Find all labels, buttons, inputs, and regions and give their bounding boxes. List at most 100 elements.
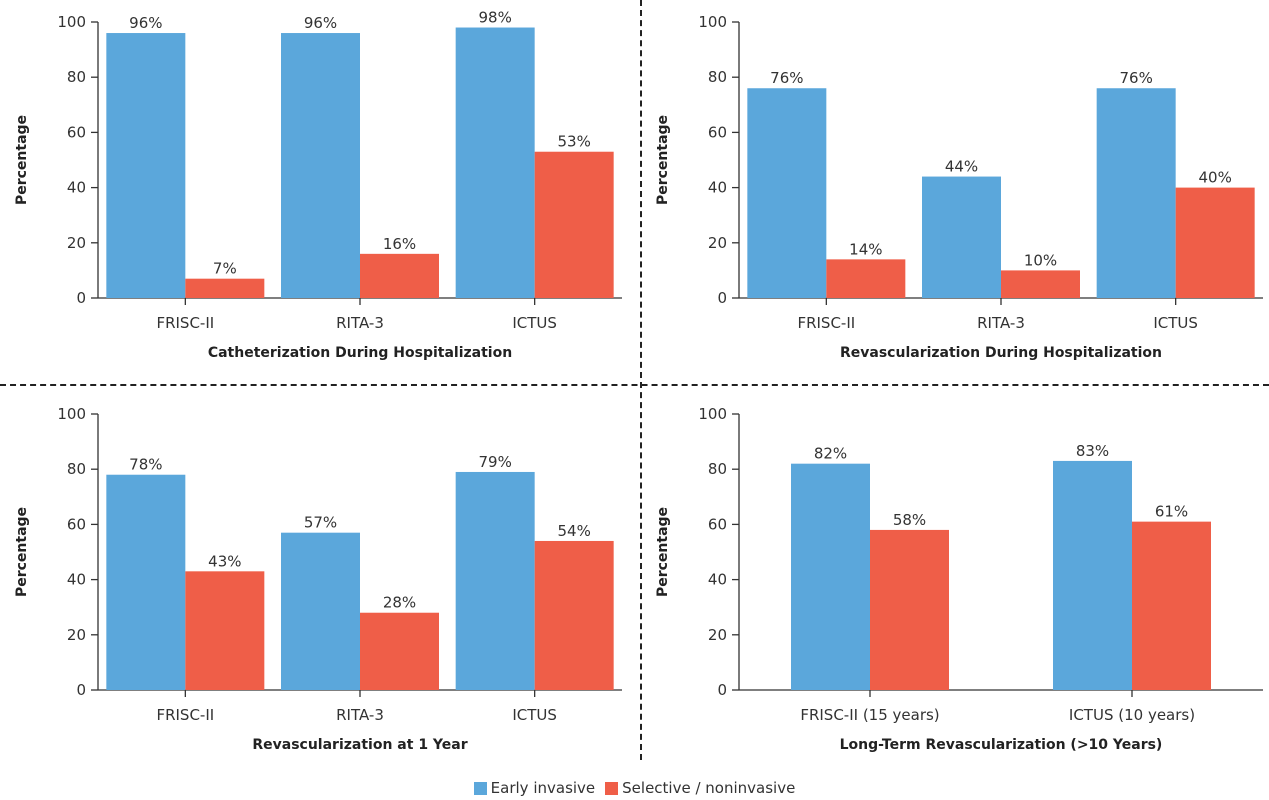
y-tick-label: 100 bbox=[698, 405, 727, 423]
y-tick-label: 20 bbox=[67, 626, 86, 644]
x-tick-label: FRISC-II bbox=[156, 314, 214, 332]
x-axis-title: Revascularization During Hospitalization bbox=[840, 345, 1162, 361]
x-tick-label: FRISC-II bbox=[797, 314, 855, 332]
chart-panel-catheterization: 0 20 40 60 80 100 Percentage 96% 7% FRISC-II 96% 16… bbox=[0, 0, 628, 385]
data-label: 14% bbox=[849, 240, 882, 258]
y-tick-label: 80 bbox=[708, 460, 727, 478]
bar-selective bbox=[534, 540, 614, 690]
y-tick-label: 40 bbox=[708, 571, 727, 589]
y-tick-label: 20 bbox=[708, 626, 727, 644]
y-tick-label: 0 bbox=[76, 289, 86, 307]
x-axis-title: Catheterization During Hospitalization bbox=[208, 345, 512, 361]
data-label: 96% bbox=[129, 14, 162, 32]
bar-early-invasive bbox=[747, 88, 827, 299]
bar-selective bbox=[1175, 187, 1255, 298]
bar-early-invasive bbox=[1053, 460, 1132, 690]
legend-item-selective: Selective / noninvasive bbox=[605, 779, 795, 797]
y-tick-label: 80 bbox=[708, 68, 727, 86]
data-label: 61% bbox=[1155, 503, 1188, 521]
chart-svg-catheterization: 0 20 40 60 80 100 Percentage 96% 7% FRISC-II 96% 16… bbox=[14, 9, 622, 361]
chart-svg-revasc-hospitalization: 0 20 40 60 80 100 Percentage 76% 14% FRISC-II 44% 1… bbox=[655, 13, 1263, 361]
data-label: 40% bbox=[1198, 169, 1231, 187]
y-tick-label: 0 bbox=[76, 681, 86, 699]
data-label: 43% bbox=[208, 552, 241, 570]
data-label: 96% bbox=[304, 14, 337, 32]
bar-early-invasive bbox=[106, 474, 186, 690]
y-axis-label: Percentage bbox=[655, 115, 671, 205]
y-tick-label: 60 bbox=[67, 515, 86, 533]
bar-early-invasive bbox=[281, 532, 360, 690]
bar-early-invasive bbox=[922, 176, 1001, 298]
y-tick-label: 60 bbox=[708, 515, 727, 533]
bar-selective bbox=[826, 259, 906, 298]
y-tick-label: 40 bbox=[67, 179, 86, 197]
x-tick-label: ICTUS bbox=[512, 706, 557, 724]
x-tick-label: RITA-3 bbox=[336, 706, 384, 724]
y-tick-label: 80 bbox=[67, 68, 86, 86]
data-label: 54% bbox=[557, 522, 590, 540]
y-tick-label: 60 bbox=[67, 123, 86, 141]
data-label: 7% bbox=[213, 260, 237, 278]
bar-selective bbox=[870, 529, 949, 690]
y-tick-label: 100 bbox=[57, 405, 86, 423]
bar-selective bbox=[360, 612, 439, 690]
x-tick-label: FRISC-II bbox=[156, 706, 214, 724]
data-label: 44% bbox=[945, 158, 978, 176]
legend-item-early-invasive: Early invasive bbox=[473, 779, 596, 797]
legend-swatch-selective bbox=[605, 781, 619, 795]
chart-panel-long-term-revasc: 0 20 40 60 80 100 Percentage 82% 58% FRISC-II (15… bbox=[641, 392, 1269, 777]
vertical-divider bbox=[640, 0, 642, 760]
y-tick-label: 60 bbox=[708, 123, 727, 141]
y-tick-label: 0 bbox=[717, 289, 727, 307]
y-axis-label: Percentage bbox=[655, 507, 671, 597]
chart-svg-long-term: 0 20 40 60 80 100 Percentage 82% 58% FRISC-II (15… bbox=[655, 405, 1263, 753]
chart-panel-revasc-1-year: 0 20 40 60 80 100 Percentage 78% 43% FRISC-II 57% 2… bbox=[0, 392, 628, 777]
horizontal-divider bbox=[0, 384, 1269, 386]
data-label: 10% bbox=[1024, 251, 1057, 269]
bar-early-invasive bbox=[455, 471, 535, 690]
bar-early-invasive bbox=[455, 27, 535, 299]
bar-early-invasive bbox=[281, 33, 360, 298]
x-axis-title: Long-Term Revascularization (>10 Years) bbox=[840, 737, 1163, 753]
x-tick-label: RITA-3 bbox=[336, 314, 384, 332]
x-tick-label: ICTUS bbox=[1153, 314, 1198, 332]
data-label: 79% bbox=[478, 453, 511, 471]
data-label: 53% bbox=[557, 133, 590, 151]
x-tick-label: ICTUS (10 years) bbox=[1069, 706, 1195, 724]
bar-selective bbox=[185, 571, 265, 690]
y-axis-label: Percentage bbox=[14, 115, 30, 205]
chart-panel-revasc-hospitalization: 0 20 40 60 80 100 Percentage 76% 14% FRISC-II 44% 1… bbox=[641, 0, 1269, 385]
legend-swatch-early-invasive bbox=[473, 781, 487, 795]
y-tick-label: 40 bbox=[67, 571, 86, 589]
bar-early-invasive bbox=[791, 463, 870, 690]
legend: Early invasive Selective / noninvasive bbox=[0, 778, 1269, 798]
x-tick-label: FRISC-II (15 years) bbox=[800, 706, 939, 724]
bar-selective bbox=[360, 253, 439, 298]
data-label: 58% bbox=[893, 511, 926, 529]
y-tick-label: 100 bbox=[698, 13, 727, 31]
y-tick-label: 80 bbox=[67, 460, 86, 478]
legend-label-selective: Selective / noninvasive bbox=[622, 779, 796, 797]
y-tick-label: 20 bbox=[708, 234, 727, 252]
data-label: 98% bbox=[478, 9, 511, 27]
x-axis-title: Revascularization at 1 Year bbox=[252, 737, 467, 753]
bar-selective bbox=[185, 278, 265, 298]
y-tick-label: 20 bbox=[67, 234, 86, 252]
y-tick-label: 0 bbox=[717, 681, 727, 699]
bar-selective bbox=[534, 151, 614, 298]
y-tick-label: 100 bbox=[57, 13, 86, 31]
data-label: 28% bbox=[383, 594, 416, 612]
bar-selective bbox=[1001, 270, 1080, 298]
bar-selective bbox=[1132, 521, 1211, 690]
data-label: 83% bbox=[1076, 442, 1109, 460]
data-label: 76% bbox=[1119, 69, 1152, 87]
legend-label-early-invasive: Early invasive bbox=[490, 779, 596, 797]
chart-svg-revasc-1-year: 0 20 40 60 80 100 Percentage 78% 43% FRISC-II 57% 2… bbox=[14, 405, 622, 753]
y-tick-label: 40 bbox=[708, 179, 727, 197]
bar-early-invasive bbox=[106, 33, 186, 298]
bar-early-invasive bbox=[1096, 88, 1176, 299]
data-label: 78% bbox=[129, 456, 162, 474]
data-label: 57% bbox=[304, 514, 337, 532]
y-axis-label: Percentage bbox=[14, 507, 30, 597]
